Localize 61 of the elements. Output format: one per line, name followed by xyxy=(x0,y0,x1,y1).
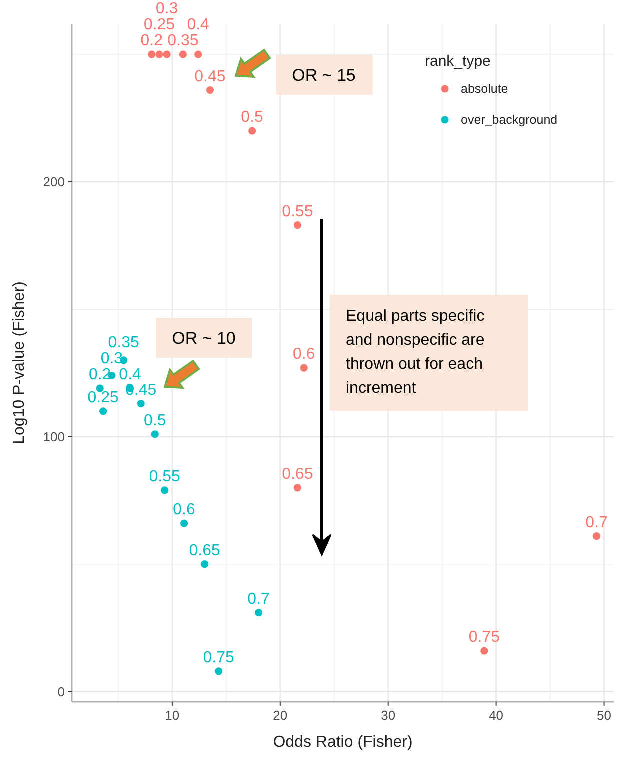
legend-title: rank_type xyxy=(425,53,491,70)
note-box: OR ~ 15 xyxy=(276,55,373,95)
x-tick-label: 30 xyxy=(381,708,396,723)
x-tick-label: 50 xyxy=(597,708,612,723)
point xyxy=(201,560,209,568)
annotation: 0.4 xyxy=(119,366,142,384)
annotation: 0.4 xyxy=(187,16,210,34)
point xyxy=(300,364,308,372)
annotation: 0.7 xyxy=(248,590,270,608)
point xyxy=(179,50,188,58)
y-tick-label: 200 xyxy=(43,174,65,190)
x-tick-label: 20 xyxy=(273,708,288,723)
point xyxy=(592,532,601,540)
annotation: 0.6 xyxy=(293,346,316,364)
y-axis-title: Log10 P-value (Fisher) xyxy=(11,282,28,444)
point xyxy=(151,430,159,438)
legend-label: over_background xyxy=(461,113,558,127)
annotation: OR ~ 10 xyxy=(172,329,236,348)
point xyxy=(163,50,171,58)
annotation: 0.55 xyxy=(149,468,181,486)
annotation: 0.35 xyxy=(168,32,199,50)
point xyxy=(194,50,202,58)
legend-label: absolute xyxy=(461,82,508,96)
annotation: 0.25 xyxy=(144,16,176,34)
point xyxy=(100,408,108,416)
point xyxy=(294,222,302,230)
annotation: 0.35 xyxy=(108,334,140,352)
x-tick-label: 10 xyxy=(165,708,180,723)
note-box: Equal parts specific and nonspecific are thrown out for each increment xyxy=(330,295,528,411)
y-tick-label: 0 xyxy=(58,684,65,700)
point xyxy=(254,608,263,617)
point xyxy=(215,668,223,676)
x-axis-title: Odds Ratio (Fisher) xyxy=(273,734,413,751)
point xyxy=(156,50,164,58)
point xyxy=(148,50,156,58)
annotation: 0.65 xyxy=(189,542,220,560)
point xyxy=(480,647,488,655)
annotation: 0.55 xyxy=(282,203,314,220)
y-tick-label: 100 xyxy=(43,429,65,444)
annotation: Equal parts specific and nonspecific are thrown out for each increment xyxy=(346,308,485,397)
annotation: 0.75 xyxy=(468,629,500,646)
point xyxy=(206,86,214,94)
point xyxy=(248,127,256,135)
annotation: 0.5 xyxy=(144,412,166,430)
annotation: 0.2 xyxy=(140,32,164,50)
point xyxy=(137,400,145,408)
annotation: 0.25 xyxy=(88,389,119,406)
annotation: 0.5 xyxy=(241,109,264,126)
annotation: 0.75 xyxy=(203,649,235,666)
note-box: OR ~ 10 xyxy=(156,318,252,358)
annotation: 0.6 xyxy=(173,502,196,519)
point xyxy=(161,486,169,494)
annotation: OR ~ 15 xyxy=(292,66,356,85)
annotation: 0.65 xyxy=(282,466,314,483)
annotation: 0.3 xyxy=(156,0,178,18)
annotation: 0.45 xyxy=(194,68,226,86)
x-tick-label: 40 xyxy=(489,708,504,723)
point xyxy=(180,520,188,528)
annotation: 0.2 xyxy=(88,366,112,384)
point xyxy=(294,484,302,492)
annotation: 0.7 xyxy=(586,514,608,532)
